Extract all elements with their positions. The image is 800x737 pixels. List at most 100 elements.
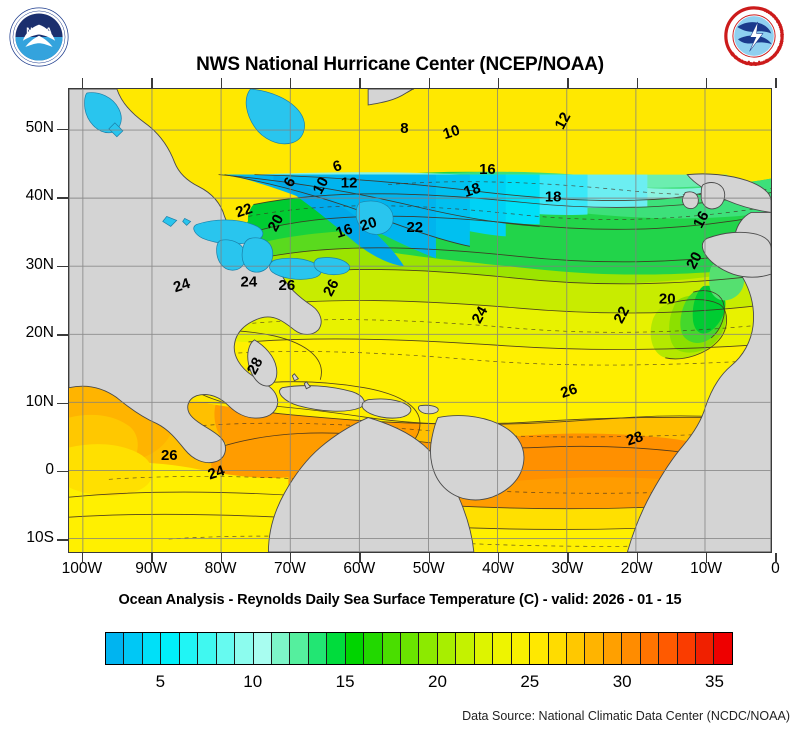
x-tick-mark-top xyxy=(498,78,500,88)
x-tick-mark xyxy=(220,553,222,563)
contour-label: 24 xyxy=(171,275,193,297)
y-tick-label: 10N xyxy=(25,392,54,410)
colorbar-swatch xyxy=(253,633,272,664)
contour-label: 10 xyxy=(441,122,462,143)
x-tick-mark-top xyxy=(428,78,431,88)
contour-label: 26 xyxy=(161,447,178,464)
y-tick-label: 0 xyxy=(45,460,54,478)
colorbar-swatch xyxy=(401,633,420,664)
contour-label: 26 xyxy=(558,380,579,401)
y-tick-mark xyxy=(57,129,68,131)
contour-label: 10 xyxy=(310,174,333,197)
noaa-logo: NOAA NATIONAL OCEANIC AND ATMOSPHERIC AD… xyxy=(8,6,69,67)
colorbar-swatch xyxy=(308,633,328,664)
colorbar-swatch xyxy=(566,633,586,664)
contour-label: 16 xyxy=(479,161,496,178)
x-tick-label: 50W xyxy=(412,560,445,577)
contour-label: 16 xyxy=(690,208,713,231)
colorbar-swatch xyxy=(106,633,125,664)
contour-label: 8 xyxy=(400,120,408,137)
x-tick-mark xyxy=(636,553,639,563)
colorbar-tick-label: 30 xyxy=(612,672,632,691)
x-tick-mark xyxy=(359,553,361,563)
colorbar-tick-label: 35 xyxy=(705,672,724,691)
y-tick-mark xyxy=(57,470,68,473)
x-tick-mark-top xyxy=(220,78,222,88)
y-tick-label: 10S xyxy=(26,529,54,547)
noaa-logo-text: NOAA xyxy=(26,25,52,35)
colorbar-swatch xyxy=(696,633,715,664)
x-tick-label: 20W xyxy=(620,560,653,577)
nws-logo: NATIONAL WEATHER SERVICE xyxy=(724,6,784,66)
x-tick-mark xyxy=(498,553,500,563)
page-title: NWS National Hurricane Center (NCEP/NOAA… xyxy=(196,54,604,75)
contour-label: 20 xyxy=(265,212,288,235)
contour-label: 20 xyxy=(659,290,676,307)
contour-label: 22 xyxy=(610,304,633,327)
colorbar-swatch xyxy=(603,633,623,664)
x-tick-label: 30W xyxy=(551,560,584,577)
colorbar-tick-label: 25 xyxy=(520,672,540,691)
x-tick-label: 0 xyxy=(771,560,780,577)
colorbar-swatch xyxy=(622,633,641,664)
colorbar-swatch xyxy=(714,633,732,664)
contour-label: 24 xyxy=(469,303,492,326)
x-tick-mark-top xyxy=(567,78,569,88)
x-tick-label: 70W xyxy=(274,560,306,577)
colorbar-tick-label: 10 xyxy=(243,672,263,691)
colorbar-swatch xyxy=(142,633,162,664)
y-tick-label: 30N xyxy=(25,255,54,273)
y-tick-mark xyxy=(57,334,68,336)
x-tick-mark xyxy=(151,553,153,563)
y-tick-label: 50N xyxy=(25,119,54,137)
y-tick-mark xyxy=(57,265,68,268)
contour-label: 26 xyxy=(279,277,296,294)
y-tick-mark xyxy=(57,402,68,404)
x-tick-mark-top xyxy=(775,78,777,88)
colorbar-swatch xyxy=(161,633,180,664)
colorbar-swatch xyxy=(382,633,401,664)
colorbar-swatch xyxy=(511,633,531,664)
y-tick-mark xyxy=(57,539,68,541)
contour-label: 22 xyxy=(233,200,254,221)
noaa-ring-text: NATIONAL OCEANIC AND ATMOSPHERIC ADMINIS… xyxy=(8,6,10,7)
colorbar-swatch xyxy=(456,633,475,664)
contour-label: 26 xyxy=(320,276,343,299)
x-tick-label: 100W xyxy=(61,560,103,577)
x-tick-mark xyxy=(775,553,777,563)
colorbar-swatch xyxy=(216,633,236,664)
x-tick-mark-top xyxy=(81,78,84,88)
colorbar-swatch xyxy=(290,633,309,664)
contour-label: 18 xyxy=(462,180,483,201)
x-tick-label: 60W xyxy=(343,560,376,577)
x-tick-mark-top xyxy=(706,78,708,88)
sst-map: 6 6 8 10 10 12 12 16 16 16 18 18 20 20 20 20 22 22 22 24 24 2… xyxy=(68,88,772,553)
colorbar-swatch xyxy=(640,633,660,664)
y-tick-label: 40N xyxy=(25,187,54,205)
colorbar-swatch xyxy=(198,633,217,664)
colorbar-tick-label: 5 xyxy=(155,672,166,691)
contour-label: 12 xyxy=(341,175,358,192)
colorbar-swatch xyxy=(235,633,254,664)
y-tick-mark xyxy=(57,197,68,199)
x-tick-mark-top xyxy=(151,78,153,88)
colorbar-swatch xyxy=(327,633,346,664)
colorbar-swatch xyxy=(493,633,512,664)
x-tick-label: 40W xyxy=(482,560,514,577)
x-tick-mark-top xyxy=(289,78,292,88)
colorbar-swatch xyxy=(548,633,567,664)
contour-label: 12 xyxy=(552,110,575,133)
contour-label: 18 xyxy=(545,188,562,205)
x-tick-mark xyxy=(289,553,292,563)
x-tick-label: 90W xyxy=(135,560,168,577)
colorbar-swatch xyxy=(530,633,549,664)
colorbar-tick-label: 15 xyxy=(335,672,355,691)
colorbar-swatch xyxy=(659,633,678,664)
contour-label: 16 xyxy=(334,220,355,241)
map-subtitle: Ocean Analysis - Reynolds Daily Sea Surf… xyxy=(118,592,682,608)
contour-label: 20 xyxy=(683,249,706,272)
x-tick-mark xyxy=(567,553,569,563)
x-tick-mark xyxy=(81,553,84,563)
